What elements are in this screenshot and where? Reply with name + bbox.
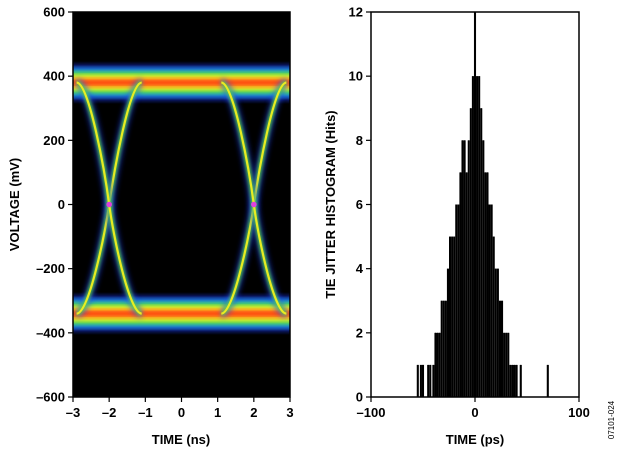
eye-axes: –3 –2 –1 0 1 2 3 –600 –400 –200 0 200 400 600	[36, 5, 294, 421]
eye-y-axis-label: VOLTAGE (mV)	[7, 158, 22, 251]
eye-low-rail-layer	[73, 311, 290, 317]
histogram-x-tick-label: 100	[568, 405, 590, 420]
eye-y-tick-label: –600	[36, 390, 65, 405]
eye-x-tick-label: –2	[102, 405, 116, 420]
histogram-y-tick-label: 4	[356, 261, 364, 276]
eye-low-rail	[73, 296, 290, 331]
figure-id: 07101-024	[607, 400, 616, 439]
histogram-x-axis-label: TIME (ps)	[446, 432, 505, 447]
eye-high-rail	[73, 65, 290, 100]
histogram-y-tick-label: 12	[349, 5, 363, 20]
eye-x-axis-label: TIME (ns)	[152, 432, 211, 447]
eye-x-tick-label: 3	[286, 405, 293, 420]
eye-y-tick-label: –400	[36, 325, 65, 340]
histogram-y-axis-label: TIE JITTER HISTOGRAM (Hits)	[323, 110, 338, 298]
eye-y-tick-label: 200	[43, 133, 65, 148]
eye-x-tick-label: 0	[178, 405, 185, 420]
eye-x-tick-label: –3	[66, 405, 80, 420]
histogram-y-tick-label: 6	[356, 197, 363, 212]
eye-high-rail-layer	[73, 80, 290, 86]
eye-crossing-point	[106, 201, 112, 208]
eye-crossing-markers	[106, 201, 257, 208]
eye-y-tick-label: 0	[58, 197, 65, 212]
eye-x-tick-label: 1	[214, 405, 221, 420]
histogram-bars	[416, 12, 549, 398]
eye-x-tick-label: –1	[138, 405, 152, 420]
eye-y-tick-label: –200	[36, 261, 65, 276]
histogram-y-tick-label: 8	[356, 133, 363, 148]
eye-crossing-point	[251, 201, 257, 208]
eye-y-tick-label: 400	[43, 69, 65, 84]
eye-y-tick-label: 600	[43, 5, 65, 20]
eye-diagram-chart: –3 –2 –1 0 1 2 3 –600 –400 –200 0 200 400 600 TIME (n…	[7, 5, 294, 448]
histogram-y-tick-label: 0	[356, 390, 363, 405]
histogram-x-tick-label: –100	[357, 405, 386, 420]
histogram-x-tick-label: 0	[471, 405, 478, 420]
histogram-y-tick-label: 10	[349, 69, 363, 84]
histogram-y-tick-label: 2	[356, 325, 363, 340]
eye-x-tick-label: 2	[250, 405, 257, 420]
